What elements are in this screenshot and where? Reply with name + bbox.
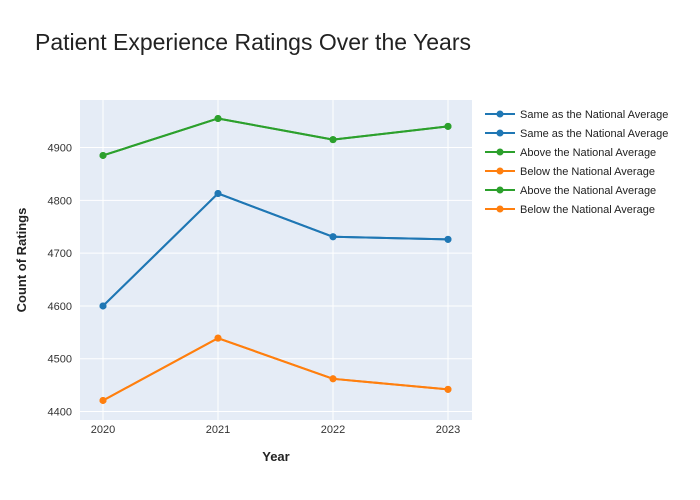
legend: Same as the National Average Same as the …	[485, 109, 668, 216]
x-axis-title: Year	[262, 449, 289, 464]
legend-label: Above the National Average	[520, 185, 656, 197]
y-tick-label: 4900	[48, 143, 72, 155]
x-tick-label: 2022	[321, 424, 345, 436]
legend-item: Above the National Average	[485, 185, 656, 197]
legend-marker	[496, 205, 504, 213]
legend-item: Same as the National Average	[485, 128, 668, 140]
data-point	[214, 114, 222, 122]
y-tick-label: 4700	[48, 248, 72, 260]
data-point	[329, 233, 337, 241]
series-line	[102, 117, 449, 157]
data-point	[444, 385, 452, 393]
x-axis-ticks: 2020 2021 2022 2023	[91, 424, 460, 436]
data-point	[99, 396, 107, 404]
y-tick-label: 4400	[48, 407, 72, 419]
chart-title: Patient Experience Ratings Over the Year…	[35, 29, 471, 55]
legend-marker	[496, 129, 504, 137]
plot-area	[80, 100, 472, 420]
data-point	[214, 189, 222, 197]
legend-label: Same as the National Average	[520, 109, 668, 121]
series-line	[102, 337, 449, 402]
legend-item: Above the National Average	[485, 147, 656, 159]
x-tick-label: 2023	[436, 424, 460, 436]
legend-label: Above the National Average	[520, 147, 656, 159]
legend-marker	[496, 167, 504, 175]
data-point	[329, 136, 337, 144]
legend-item: Below the National Average	[485, 166, 655, 178]
series-layer	[99, 114, 452, 404]
data-point	[99, 151, 107, 159]
legend-item: Below the National Average	[485, 204, 655, 216]
y-tick-label: 4800	[48, 195, 72, 207]
series-4	[99, 114, 452, 159]
data-point	[444, 235, 452, 243]
x-tick-label: 2020	[91, 424, 115, 436]
y-tick-label: 4600	[48, 301, 72, 313]
series-5	[99, 334, 452, 404]
legend-marker	[496, 186, 504, 194]
data-point	[99, 302, 107, 310]
legend-marker	[496, 148, 504, 156]
y-axis-ticks: 4400 4500 4600 4700 4800 4900	[48, 143, 72, 419]
y-axis-title: Count of Ratings	[14, 208, 29, 313]
legend-label: Same as the National Average	[520, 128, 668, 140]
x-tick-label: 2021	[206, 424, 230, 436]
data-point	[329, 375, 337, 383]
series-line	[102, 192, 449, 307]
data-point	[444, 122, 452, 130]
legend-label: Below the National Average	[520, 204, 655, 216]
data-point	[214, 334, 222, 342]
series-1	[99, 189, 452, 310]
legend-marker	[496, 110, 504, 118]
legend-item: Same as the National Average	[485, 109, 668, 121]
y-tick-label: 4500	[48, 354, 72, 366]
legend-label: Below the National Average	[520, 166, 655, 178]
